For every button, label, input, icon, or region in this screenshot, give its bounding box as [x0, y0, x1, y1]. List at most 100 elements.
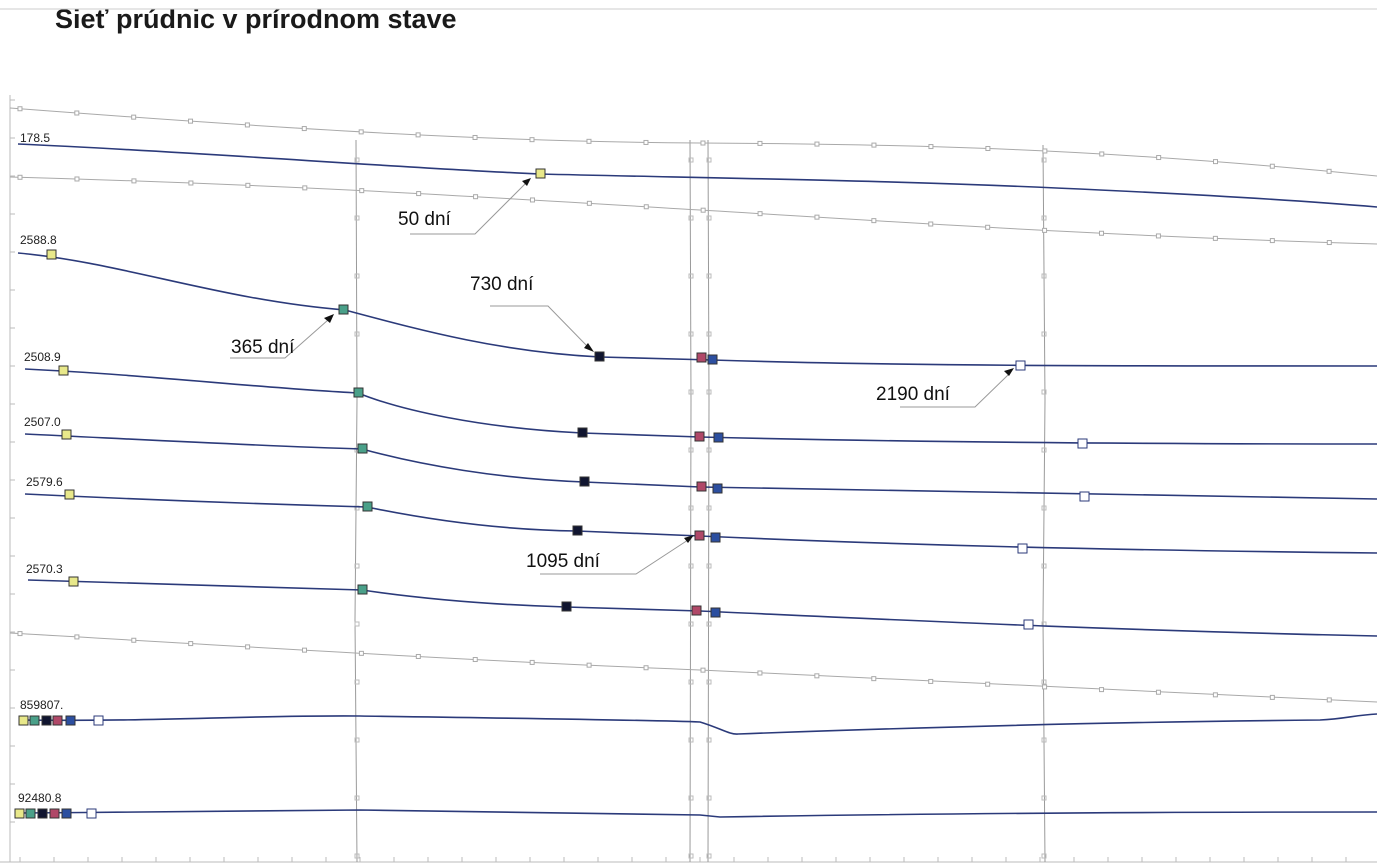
boundary-markers	[10, 99, 1347, 862]
marker-50-days	[14, 808, 25, 819]
boundary-tick	[529, 197, 535, 203]
marker-730-days	[37, 808, 48, 819]
arrow-head	[684, 535, 694, 543]
grid-tick	[354, 157, 360, 163]
grid-tick	[1041, 157, 1047, 163]
boundary-tick	[871, 676, 877, 682]
boundary-tick	[1326, 240, 1332, 246]
boundary-tick	[586, 200, 592, 206]
boundary-tick	[871, 218, 877, 224]
boundary-tick	[1042, 148, 1048, 154]
grid-tick	[1041, 215, 1047, 221]
grid-tick	[688, 273, 694, 279]
boundary-tick	[985, 145, 991, 151]
boundary-tick	[131, 637, 137, 643]
boundary-tick	[814, 214, 820, 220]
boundary-tick	[1269, 238, 1275, 244]
grid-tick	[1041, 563, 1047, 569]
marker-365-days	[25, 808, 36, 819]
label-365-days: 365 dní	[231, 337, 295, 358]
grid-tick	[688, 737, 694, 743]
grid-tick	[688, 331, 694, 337]
grid-tick	[1041, 795, 1047, 801]
boundary-tick	[188, 641, 194, 647]
callout-labels: 50 dní 365 dní 730 dní 1095 dní 2190 dní	[231, 209, 951, 572]
grid-tick	[706, 563, 712, 569]
marker-365-days	[29, 715, 40, 726]
marker-50-days	[61, 429, 72, 440]
boundary-tick	[1042, 227, 1048, 233]
marker-50-days	[18, 715, 29, 726]
streamline	[27, 579, 1377, 637]
boundary-tick	[928, 678, 934, 684]
boundary-tick	[1326, 697, 1332, 703]
boundary-tick	[700, 140, 706, 146]
boundary-tick	[416, 191, 422, 197]
label-2190-days: 2190 dní	[876, 384, 951, 405]
boundary-tick	[1042, 684, 1048, 690]
marker-1095-days	[696, 481, 707, 492]
grid-tick	[354, 273, 360, 279]
grid-tick	[706, 853, 712, 859]
grid-tick	[1041, 389, 1047, 395]
grid-tick	[706, 737, 712, 743]
streamline	[19, 713, 1377, 735]
streamline	[17, 143, 1377, 208]
streamline	[17, 252, 1377, 367]
boundary-tick	[700, 667, 706, 673]
marker-1095-days-blue	[61, 808, 72, 819]
marker-1095-days	[694, 530, 705, 541]
marker-50-days	[64, 489, 75, 500]
boundary-tick	[643, 204, 649, 210]
streamlines	[17, 143, 1377, 818]
grid-tick	[1041, 273, 1047, 279]
marker-730-days	[41, 715, 52, 726]
marker-730-days	[561, 601, 572, 612]
boundary-tick	[814, 141, 820, 147]
boundary-tick	[415, 653, 421, 659]
marker-1095-days	[691, 605, 702, 616]
grid-tick	[688, 157, 694, 163]
boundary-tick	[1213, 159, 1219, 165]
boundary-tick	[74, 176, 80, 182]
marker-2190-days	[1023, 619, 1034, 630]
marker-1095-days	[49, 808, 60, 819]
grid-tick	[688, 447, 694, 453]
vertical-grid	[354, 139, 1046, 863]
boundary-tick	[245, 644, 251, 650]
marker-730-days	[572, 525, 583, 536]
boundary-tick	[472, 657, 478, 663]
grid-tick	[354, 679, 360, 685]
grid-tick	[354, 215, 360, 221]
boundary-tick	[1269, 163, 1275, 169]
grid-line	[354, 139, 358, 863]
grid-tick	[688, 679, 694, 685]
grid-tick	[354, 853, 360, 859]
stream-label: 2507.0	[24, 415, 61, 429]
grid-tick	[706, 273, 712, 279]
boundary-line	[9, 107, 1377, 177]
label-730-days: 730 dní	[470, 274, 534, 295]
stream-label: 92480.8	[18, 791, 62, 805]
marker-1095-days	[52, 715, 63, 726]
grid-tick	[688, 853, 694, 859]
label-1095-days: 1095 dní	[526, 551, 601, 572]
leader-1095-days	[540, 539, 689, 575]
boundary-tick	[643, 665, 649, 671]
grid-tick	[706, 215, 712, 221]
grid-tick	[688, 795, 694, 801]
marker-50-days	[68, 576, 79, 587]
grid-tick	[354, 563, 360, 569]
boundary-tick	[586, 138, 592, 144]
stream-label: 859807.	[20, 698, 63, 712]
boundary-tick	[985, 224, 991, 230]
boundary-tick	[1212, 692, 1218, 698]
leader-2190-days	[900, 374, 1009, 408]
boundary-tick	[700, 207, 706, 213]
stream-label: 2579.6	[26, 475, 63, 489]
marker-365-days	[338, 304, 349, 315]
callout-arrows	[324, 178, 1014, 543]
boundary-tick	[1099, 151, 1105, 157]
boundary-tick	[1156, 155, 1162, 161]
marker-1095-days-blue	[65, 715, 76, 726]
